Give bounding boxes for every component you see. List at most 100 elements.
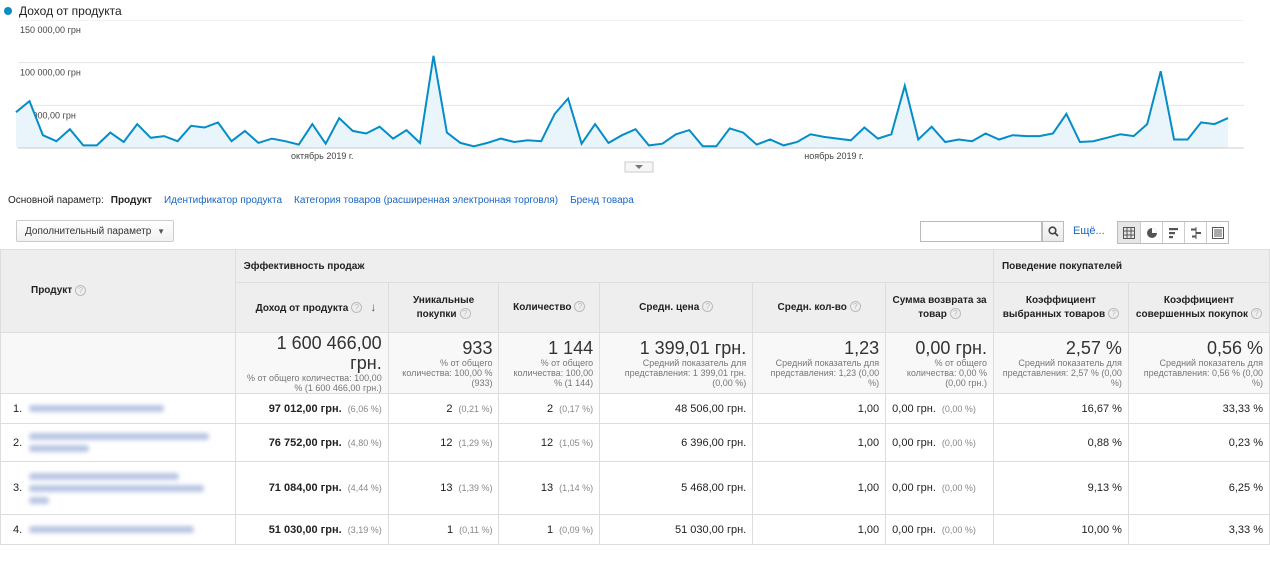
revenue-percent: (4,44 %): [347, 483, 382, 493]
product-cell[interactable]: 1.: [0, 393, 236, 424]
product-cell[interactable]: 3.: [0, 461, 236, 515]
unique-purchases-value: 13: [440, 482, 453, 494]
pie-chart-icon: [1146, 227, 1157, 238]
help-icon[interactable]: ?: [459, 308, 471, 320]
total-cell: 1 600 466,00 грн.% от общего количества:…: [234, 332, 389, 394]
product-name-redacted[interactable]: [29, 433, 209, 440]
shopping-behavior-group: Поведение покупателей: [992, 249, 1270, 283]
quantity-value: 12: [540, 436, 554, 449]
dimension-link-product-category[interactable]: Категория товаров (расширенная электронн…: [294, 195, 559, 206]
col-header-avg-price[interactable]: Средн. цена?: [599, 282, 754, 333]
help-icon[interactable]: ?: [574, 301, 586, 313]
col-label-revenue: Доход от продукта: [255, 302, 349, 314]
col-label-unique-purchases: Уникальные покупки: [412, 294, 475, 320]
dimension-link-product-brand[interactable]: Бренд товара: [570, 195, 634, 206]
unique-purchases-percent: (0,11 %): [459, 524, 493, 535]
sales-performance-group: Эффективность продаж: [234, 249, 994, 283]
total-value: 0,00 грн.: [915, 338, 987, 358]
help-icon[interactable]: ?: [702, 301, 714, 313]
x-tick-label: октябрь 2019 г.: [291, 151, 354, 161]
advanced-filter-link[interactable]: Ещё...: [1073, 225, 1105, 237]
avg-price-value: 6 396,00 грн.: [599, 423, 754, 462]
help-icon[interactable]: ?: [75, 284, 87, 296]
table-row: 3. 71 084,00 грн. (4,44 %) 13 (1,39 %) 13 (…: [0, 461, 1270, 515]
view-comparison-button[interactable]: [1184, 222, 1206, 243]
help-icon[interactable]: ?: [849, 301, 861, 313]
quantity-percent: (1,05 %): [559, 437, 594, 448]
product-name-redacted[interactable]: [29, 496, 49, 504]
dimension-link-product-id[interactable]: Идентификатор продукта: [163, 195, 283, 206]
revenue-value: 97 012,00 грн.: [268, 402, 342, 415]
revenue-percent: (3,19 %): [347, 524, 382, 535]
col-label-refund: Сумма возврата за товар: [892, 294, 987, 320]
secondary-dimension-dropdown[interactable]: Дополнительный параметр ▼: [16, 220, 174, 242]
view-table-button[interactable]: [1118, 222, 1140, 243]
product-header-label: Продукт: [31, 285, 73, 296]
avg-quantity-value: 1,00: [752, 461, 887, 515]
avg-quantity-value: 1,00: [752, 514, 887, 545]
x-tick-label: ноябрь 2019 г.: [804, 151, 863, 161]
revenue-value: 51 030,00 грн.: [268, 523, 342, 536]
product-cell[interactable]: 2.: [0, 423, 236, 462]
col-header-buy-rate[interactable]: Коэффициент совершенных покупок?: [1127, 282, 1270, 333]
product-name-redacted[interactable]: [29, 472, 179, 480]
refund-value: 0,00 грн.: [892, 402, 936, 415]
product-name-redacted[interactable]: [29, 445, 89, 452]
avg-price-value: 48 506,00 грн.: [599, 393, 754, 424]
avg-quantity-value: 1,00: [752, 423, 887, 462]
total-cell: 933% от общего количества: 100,00 % (933…: [387, 332, 500, 394]
col-header-unique-purchases[interactable]: Уникальные покупки?: [387, 282, 500, 333]
total-subtext: Средний показатель для представления: 1 …: [624, 358, 747, 388]
cart-rate-value: 9,13 %: [992, 461, 1129, 515]
col-header-refund[interactable]: Сумма возврата за товар?: [885, 282, 994, 333]
buy-rate-value: 6,25 %: [1127, 461, 1270, 515]
view-pie-button[interactable]: [1140, 222, 1162, 243]
view-performance-button[interactable]: [1162, 222, 1184, 243]
refund-value: 0,00 грн.: [892, 482, 936, 494]
col-header-quantity[interactable]: Количество?: [498, 282, 601, 333]
primary-dimension-current: Продукт: [110, 195, 152, 206]
product-name-redacted[interactable]: [29, 526, 194, 533]
search-icon: [1047, 226, 1059, 237]
total-cell: 1,23 Средний показатель для представления…: [752, 332, 887, 394]
quantity-percent: (0,17 %): [559, 403, 594, 414]
table-row: 2. 76 752,00 грн. (4,80 %) 12 (1,29 %) 12 (…: [0, 423, 1270, 462]
help-icon[interactable]: ?: [351, 302, 363, 314]
col-header-revenue[interactable]: Доход от продукта? ↓: [234, 282, 389, 333]
search-button[interactable]: [1042, 221, 1064, 242]
revenue-percent: (6,06 %): [347, 403, 382, 414]
unique-purchases-percent: (1,29 %): [458, 437, 493, 448]
bar-chart-icon: [1168, 227, 1178, 238]
buy-rate-value: 0,23 %: [1127, 423, 1270, 462]
total-subtext: % от общего количества: 100,00 % (1 600 …: [247, 373, 382, 393]
help-icon[interactable]: ?: [1251, 308, 1262, 320]
product-name-redacted[interactable]: [29, 484, 204, 492]
product-name-redacted[interactable]: [29, 405, 164, 412]
total-value: 1 144: [548, 338, 594, 358]
totals-row: 1 600 466,00 грн.% от общего количества:…: [0, 332, 1270, 394]
search-input[interactable]: [920, 221, 1042, 242]
avg-quantity-value: 1,00: [752, 393, 887, 424]
total-value: 2,57 %: [1065, 338, 1122, 358]
total-cell: 0,00 грн.% от общего количества: 0,00 % …: [885, 332, 994, 394]
col-header-avg-quantity[interactable]: Средн. кол-во?: [752, 282, 887, 333]
view-pivot-button[interactable]: [1206, 222, 1228, 243]
legend-label: Доход от продукта: [19, 4, 122, 18]
y-tick-label: 50 000,00 грн: [20, 110, 76, 120]
help-icon[interactable]: ?: [1108, 308, 1120, 320]
chart-legend: Доход от продукта: [4, 2, 122, 20]
table-icon: [1123, 226, 1135, 239]
avg-price-value: 5 468,00 грн.: [599, 461, 754, 515]
row-index: 2.: [13, 436, 23, 449]
refund-percent: (0,00 %): [941, 524, 976, 535]
total-subtext: Средний показатель для представления: 2,…: [1002, 358, 1122, 388]
view-switcher: [1117, 221, 1229, 244]
unique-purchases-value: 2: [446, 402, 453, 415]
col-header-cart-rate[interactable]: Коэффициент выбранных товаров?: [992, 282, 1129, 333]
help-icon[interactable]: ?: [949, 308, 961, 320]
col-label-avg-quantity: Средн. кол-во: [777, 301, 847, 313]
total-value: 933: [462, 338, 493, 358]
product-column-header[interactable]: Продукт?: [0, 249, 236, 333]
total-subtext: Средний показатель для представления: 1,…: [770, 358, 880, 388]
product-cell[interactable]: 4.: [0, 514, 236, 545]
